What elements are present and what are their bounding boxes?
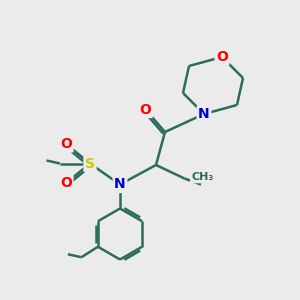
Text: CH₃: CH₃ <box>191 172 214 182</box>
Text: O: O <box>60 176 72 190</box>
Text: N: N <box>114 178 126 191</box>
Text: N: N <box>198 107 210 121</box>
Text: O: O <box>140 103 152 116</box>
Text: O: O <box>60 137 72 151</box>
Text: O: O <box>216 50 228 64</box>
Text: S: S <box>85 157 95 170</box>
